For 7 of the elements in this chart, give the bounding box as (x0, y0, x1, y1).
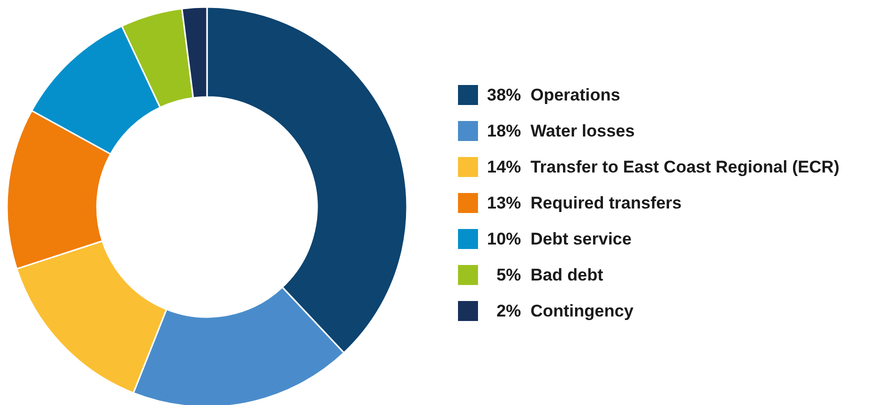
legend-label: 18% Water losses (487, 122, 635, 140)
legend-label: 13% Required transfers (487, 194, 682, 212)
legend-label: 2% Contingency (496, 302, 634, 320)
legend-label: 38% Operations (487, 86, 620, 104)
legend-label: 14% Transfer to East Coast Regional (ECR) (487, 158, 840, 176)
legend-label: 10% Debt service (487, 230, 632, 248)
legend-label: 5% Bad debt (496, 266, 604, 284)
